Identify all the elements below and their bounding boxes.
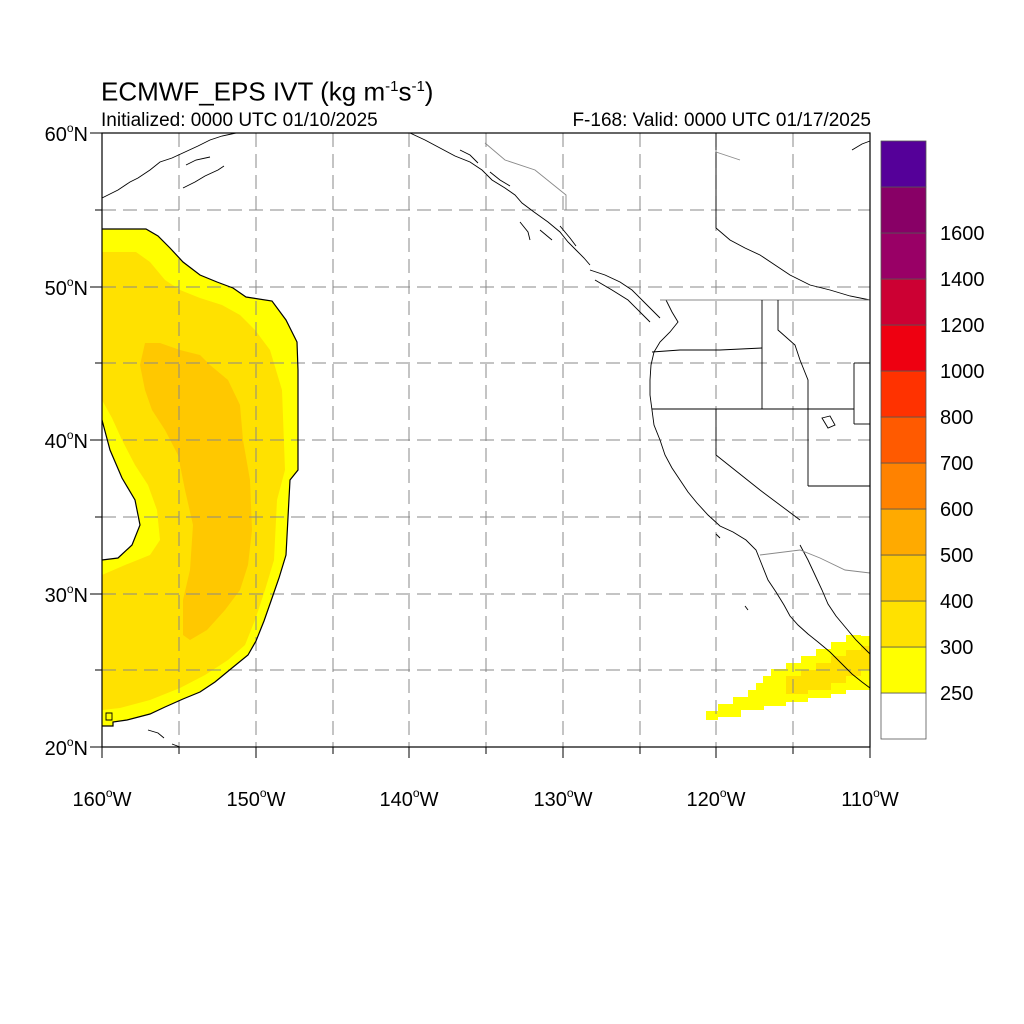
lon-label-150w: 150oW (227, 786, 286, 811)
lat-label-60: 60oN (45, 121, 88, 146)
lat-label-40: 40oN (45, 428, 88, 453)
colorbar-box-0 (880, 692, 927, 740)
lat-label-20: 20oN (45, 735, 88, 760)
map-title: ECMWF_EPS IVT (kg m-1s-1) (101, 76, 434, 107)
colorbar-label-1000: 1000 (940, 361, 985, 383)
colorbar-box-4 (880, 508, 927, 556)
ivt-contour-250 (101, 228, 299, 727)
colorbar-box-1 (880, 646, 927, 694)
colorbar-box-3 (880, 554, 927, 602)
colorbar-label-250: 250 (940, 683, 973, 705)
colorbar-box-6 (880, 416, 927, 464)
valid-time: F-168: Valid: 0000 UTC 01/17/2025 (572, 110, 871, 131)
colorbar-label-400: 400 (940, 591, 973, 613)
lon-label-130w: 130oW (534, 786, 593, 811)
colorbar-label-600: 600 (940, 499, 973, 521)
initialized-time: Initialized: 0000 UTC 01/10/2025 (101, 110, 378, 131)
axis-ticks (90, 132, 871, 758)
colorbar-box-2 (880, 600, 927, 648)
colorbar-box-7 (880, 370, 927, 418)
lon-label-140w: 140oW (380, 786, 439, 811)
colorbar: 250 300 400 500 600 700 800 1000 1200 1400 1600 (880, 140, 985, 740)
colorbar-box-5 (880, 462, 927, 510)
lon-label-110w: 110oW (841, 786, 899, 811)
ivt-field-baja (706, 635, 870, 720)
lat-label-30: 30oN (45, 582, 88, 607)
lon-label-120w: 120oW (687, 786, 746, 811)
ivt-field-west-pacific (102, 229, 298, 726)
colorbar-label-1400: 1400 (940, 269, 985, 291)
colorbar-box-10 (880, 232, 927, 280)
colorbar-label-800: 800 (940, 407, 973, 429)
colorbar-box-11 (880, 186, 927, 234)
lat-labels: 60oN 50oN 40oN 30oN 20oN (45, 121, 88, 760)
political-boundaries (484, 133, 871, 574)
colorbar-box-12 (880, 140, 927, 188)
colorbar-label-500: 500 (940, 545, 973, 567)
colorbar-box-9 (880, 278, 927, 326)
colorbar-label-700: 700 (940, 453, 973, 475)
lat-label-50: 50oN (45, 275, 88, 300)
colorbar-label-300: 300 (940, 637, 973, 659)
colorbar-label-1600: 1600 (940, 223, 985, 245)
lon-label-160w: 160oW (73, 786, 132, 811)
coastlines (101, 132, 871, 748)
colorbar-label-1200: 1200 (940, 315, 985, 337)
lon-labels: 160oW 150oW 140oW 130oW 120oW 110oW (73, 786, 899, 811)
colorbar-box-8 (880, 324, 927, 372)
